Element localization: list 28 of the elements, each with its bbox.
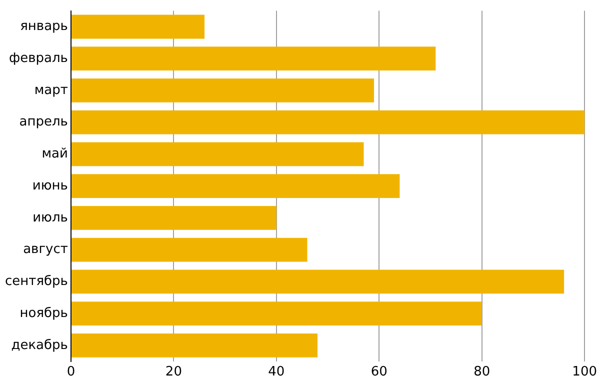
bar — [71, 238, 308, 262]
y-tick-label: июль — [32, 210, 68, 226]
bar — [71, 334, 318, 358]
x-tick-label: 100 — [572, 364, 598, 380]
bar — [71, 302, 482, 326]
y-tick-label: июнь — [32, 178, 68, 194]
y-tick-label: февраль — [9, 50, 68, 66]
y-tick-label: март — [34, 82, 68, 98]
x-tick-label: 40 — [268, 364, 285, 380]
y-tick-label: декабрь — [11, 338, 68, 353]
bar — [71, 46, 436, 71]
y-tick-label: январь — [20, 19, 68, 34]
y-tick-label: май — [42, 146, 68, 162]
bar — [71, 142, 364, 166]
y-tick-label: апрель — [19, 114, 68, 130]
y-tick-label: ноябрь — [20, 306, 68, 321]
x-tick-label: 20 — [165, 364, 182, 380]
bar — [71, 270, 564, 294]
bar — [71, 174, 400, 198]
bar — [71, 206, 276, 230]
y-tick-label: сентябрь — [5, 274, 68, 290]
bar — [71, 14, 205, 39]
x-tick-label: 60 — [370, 364, 388, 380]
y-tick-label: август — [23, 242, 68, 258]
bar — [71, 78, 374, 102]
bar — [71, 110, 585, 134]
x-tick-label: 80 — [474, 364, 490, 380]
x-tick-label: 0 — [66, 364, 76, 380]
